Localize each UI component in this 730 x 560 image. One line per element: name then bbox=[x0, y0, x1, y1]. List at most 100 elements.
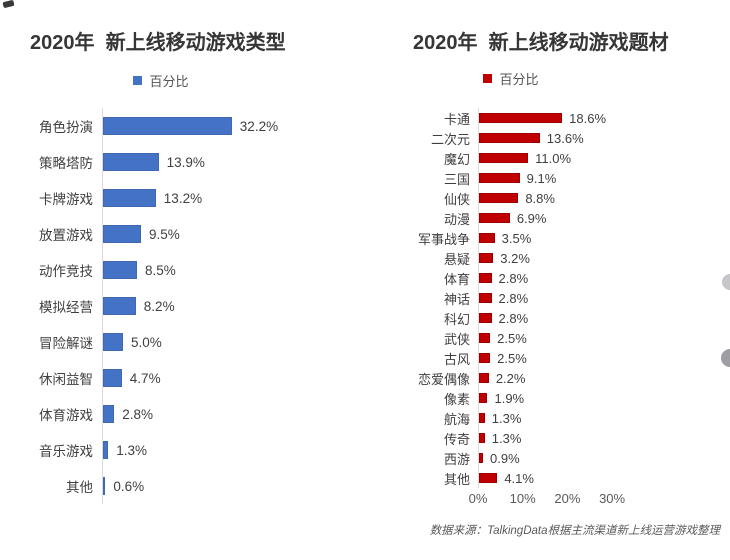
category-label: 其他 bbox=[66, 480, 93, 495]
plot-area: 0.9% bbox=[478, 448, 720, 468]
category-label: 航海 bbox=[443, 411, 470, 427]
bar bbox=[103, 333, 123, 351]
edge-button-bottom-icon[interactable] bbox=[721, 349, 730, 367]
value-label: 3.5% bbox=[501, 230, 532, 246]
category-label: 动漫 bbox=[443, 211, 470, 227]
bar bbox=[479, 233, 495, 243]
plot-area: 1.3% bbox=[478, 428, 720, 448]
bar bbox=[103, 405, 115, 423]
bar-row: 航海 1.3% bbox=[405, 408, 720, 428]
bar-row: 其他 4.1% bbox=[405, 468, 720, 488]
plot-area: 4.7% bbox=[102, 360, 385, 396]
bar-row: 科幻 2.8% bbox=[405, 308, 720, 328]
value-label: 1.3% bbox=[116, 442, 147, 458]
bar-row: 仙侠 8.8% bbox=[405, 188, 720, 208]
plot-area: 2.5% bbox=[478, 328, 720, 348]
bar-row: 传奇 1.3% bbox=[405, 428, 720, 448]
value-label: 4.7% bbox=[129, 370, 161, 386]
value-label: 1.3% bbox=[491, 410, 522, 426]
category-label: 体育 bbox=[443, 271, 470, 287]
category-label: 古风 bbox=[443, 351, 470, 367]
bar bbox=[103, 297, 136, 315]
value-label: 1.9% bbox=[494, 390, 525, 406]
category-label: 其他 bbox=[443, 471, 470, 487]
x-tick-label: 0% bbox=[468, 491, 488, 506]
bar-row: 三国 9.1% bbox=[405, 168, 720, 188]
bar bbox=[479, 193, 519, 203]
bar-row: 悬疑 3.2% bbox=[405, 248, 720, 268]
value-label: 32.2% bbox=[239, 118, 279, 134]
chart-game-types: 2020年 新上线移动游戏类型 百分比 角色扮演 32.2% 策略塔防 13.9% 卡牌… bbox=[30, 32, 385, 504]
legend: 百分比 bbox=[405, 69, 617, 88]
plot-area: 2.2% bbox=[478, 368, 720, 388]
bars-area: 角色扮演 32.2% 策略塔防 13.9% 卡牌游戏 13.2% 放置游戏 9.5% 动作竞技 8… bbox=[30, 108, 385, 504]
plot-area: 0.6% bbox=[102, 468, 385, 504]
bar-row: 古风 2.5% bbox=[405, 348, 720, 368]
legend-swatch-icon bbox=[133, 76, 143, 85]
plot-area: 11.0% bbox=[478, 148, 720, 168]
category-label: 科幻 bbox=[443, 311, 470, 327]
category-label: 休闲益智 bbox=[39, 372, 93, 387]
plot-area: 13.9% bbox=[102, 144, 385, 180]
bar bbox=[103, 261, 137, 279]
value-label: 13.6% bbox=[546, 130, 584, 146]
value-label: 4.1% bbox=[504, 470, 534, 486]
value-label: 2.2% bbox=[495, 370, 526, 386]
bar-row: 其他 0.6% bbox=[30, 468, 385, 504]
category-label: 卡牌游戏 bbox=[39, 192, 93, 207]
bar bbox=[479, 133, 540, 143]
category-label: 体育游戏 bbox=[39, 408, 93, 423]
value-label: 2.8% bbox=[498, 290, 529, 306]
edge-button-top-icon[interactable] bbox=[722, 274, 730, 290]
corner-artifact bbox=[2, 0, 15, 9]
value-label: 3.2% bbox=[500, 250, 530, 266]
value-label: 2.8% bbox=[498, 310, 529, 326]
bar bbox=[103, 189, 156, 207]
bar-row: 军事战争 3.5% bbox=[405, 228, 720, 248]
bar bbox=[479, 413, 485, 423]
plot-area: 9.1% bbox=[478, 168, 720, 188]
category-label: 恋爱偶像 bbox=[417, 371, 470, 387]
value-label: 9.5% bbox=[149, 226, 180, 242]
bar bbox=[479, 173, 520, 183]
x-tick-label: 20% bbox=[554, 491, 581, 506]
value-label: 2.8% bbox=[122, 406, 153, 422]
bar-row: 休闲益智 4.7% bbox=[30, 360, 385, 396]
bar bbox=[479, 333, 491, 343]
plot-area: 13.2% bbox=[102, 180, 385, 216]
plot-area: 2.8% bbox=[478, 308, 720, 328]
bar-row: 冒险解谜 5.0% bbox=[30, 324, 385, 360]
value-label: 13.9% bbox=[166, 154, 205, 170]
plot-area: 1.3% bbox=[478, 408, 720, 428]
legend-label: 百分比 bbox=[499, 72, 539, 87]
bar bbox=[479, 313, 492, 323]
plot-area: 18.6% bbox=[478, 108, 720, 128]
plot-area: 2.5% bbox=[478, 348, 720, 368]
bar bbox=[479, 353, 491, 363]
value-label: 13.2% bbox=[163, 190, 203, 206]
category-label: 像素 bbox=[443, 391, 470, 407]
bar bbox=[479, 473, 498, 483]
category-label: 军事战争 bbox=[417, 231, 470, 247]
bar-row: 体育游戏 2.8% bbox=[30, 396, 385, 432]
value-label: 0.6% bbox=[113, 478, 145, 494]
source-note: 数据来源：TalkingData根据主流渠道新上线运营游戏整理 bbox=[429, 525, 720, 537]
legend-swatch-icon bbox=[483, 74, 493, 83]
plot-area: 3.5% bbox=[478, 228, 720, 248]
bar bbox=[103, 477, 106, 495]
bar-row: 角色扮演 32.2% bbox=[30, 108, 385, 144]
bar bbox=[103, 117, 232, 135]
chart-title: 2020年 新上线移动游戏类型 bbox=[30, 32, 286, 54]
bar-row: 音乐游戏 1.3% bbox=[30, 432, 385, 468]
category-label: 武侠 bbox=[443, 331, 470, 347]
bar bbox=[103, 225, 141, 243]
bar bbox=[103, 441, 109, 459]
bar bbox=[479, 253, 494, 263]
plot-area: 5.0% bbox=[102, 324, 385, 360]
bar-row: 武侠 2.5% bbox=[405, 328, 720, 348]
bar-row: 卡通 18.6% bbox=[405, 108, 720, 128]
category-label: 悬疑 bbox=[443, 251, 470, 267]
plot-area: 32.2% bbox=[102, 108, 385, 144]
value-label: 6.9% bbox=[516, 210, 547, 226]
bar bbox=[479, 433, 485, 443]
